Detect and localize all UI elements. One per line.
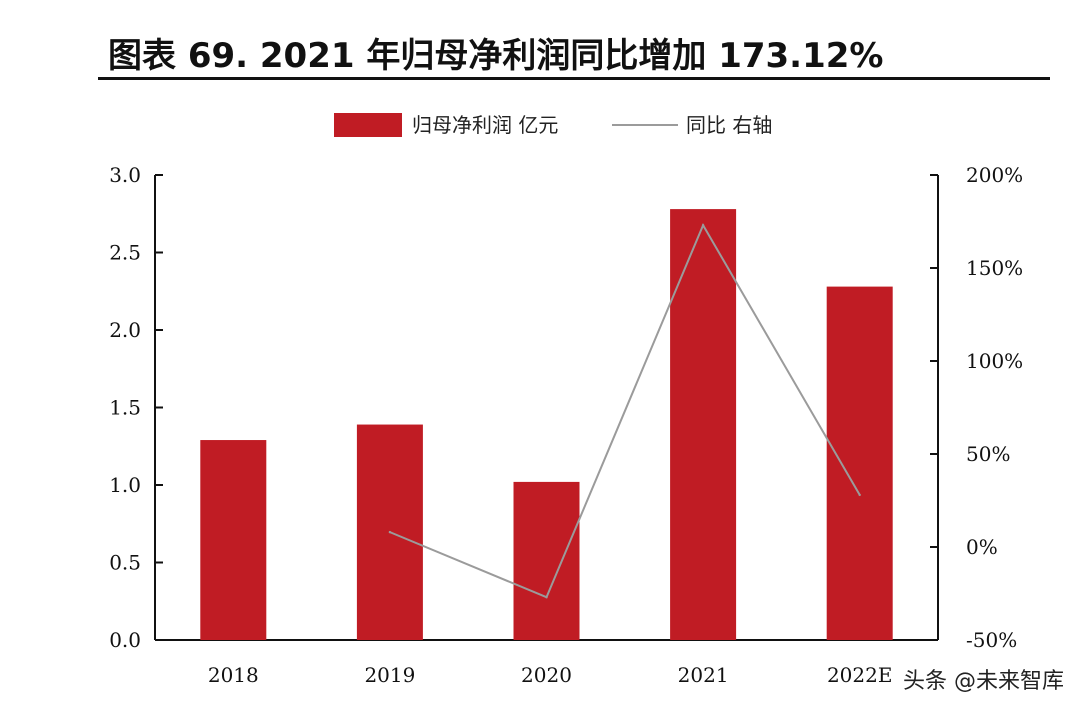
right-axis-tick-label: 150% <box>966 256 1023 280</box>
left-axis-tick-label: 2.5 <box>109 241 141 265</box>
bar-2020 <box>513 481 580 640</box>
bar-2018 <box>200 440 267 640</box>
legend-label-line: 同比 右轴 <box>686 113 772 137</box>
left-axis-tick-label: 0.0 <box>109 628 141 652</box>
left-axis-tick-label: 2.0 <box>109 318 141 342</box>
yoy-point-2019 <box>388 530 392 534</box>
right-axis-tick-label: -50% <box>966 628 1017 652</box>
watermark-text: 头条 @未来智库 <box>903 669 1064 694</box>
yoy-point-2021 <box>701 224 705 227</box>
left-axis-tick-label: 1.0 <box>109 473 141 497</box>
chart-title: 图表 69. 2021 年归母净利润同比增加 173.12% <box>108 36 884 76</box>
yoy-point-2020 <box>545 596 548 599</box>
right-axis-tick-label: 50% <box>966 442 1010 466</box>
right-axis-tick-label: 200% <box>966 163 1023 187</box>
bar-2022E <box>826 286 893 640</box>
left-axis-tick-label: 3.0 <box>109 163 141 187</box>
legend-label-bar: 归母净利润 亿元 <box>412 113 558 137</box>
title-divider <box>98 77 1050 80</box>
left-axis-tick-label: 0.5 <box>109 551 141 575</box>
x-axis-tick-label: 2022E <box>827 663 893 687</box>
x-axis-tick-label: 2020 <box>521 663 572 687</box>
bar-2021 <box>670 209 737 640</box>
right-axis-tick-label: 100% <box>966 349 1023 373</box>
left-axis-tick-label: 1.5 <box>109 396 141 420</box>
x-axis-tick-label: 2021 <box>678 663 729 687</box>
yoy-point-2022E <box>858 493 861 497</box>
yoy-growth-line <box>389 222 861 599</box>
x-axis-tick-label: 2018 <box>208 663 259 687</box>
legend-swatch-bar <box>334 113 402 137</box>
right-axis-tick-label: 0% <box>966 535 998 559</box>
x-axis-tick-label: 2019 <box>364 663 415 687</box>
